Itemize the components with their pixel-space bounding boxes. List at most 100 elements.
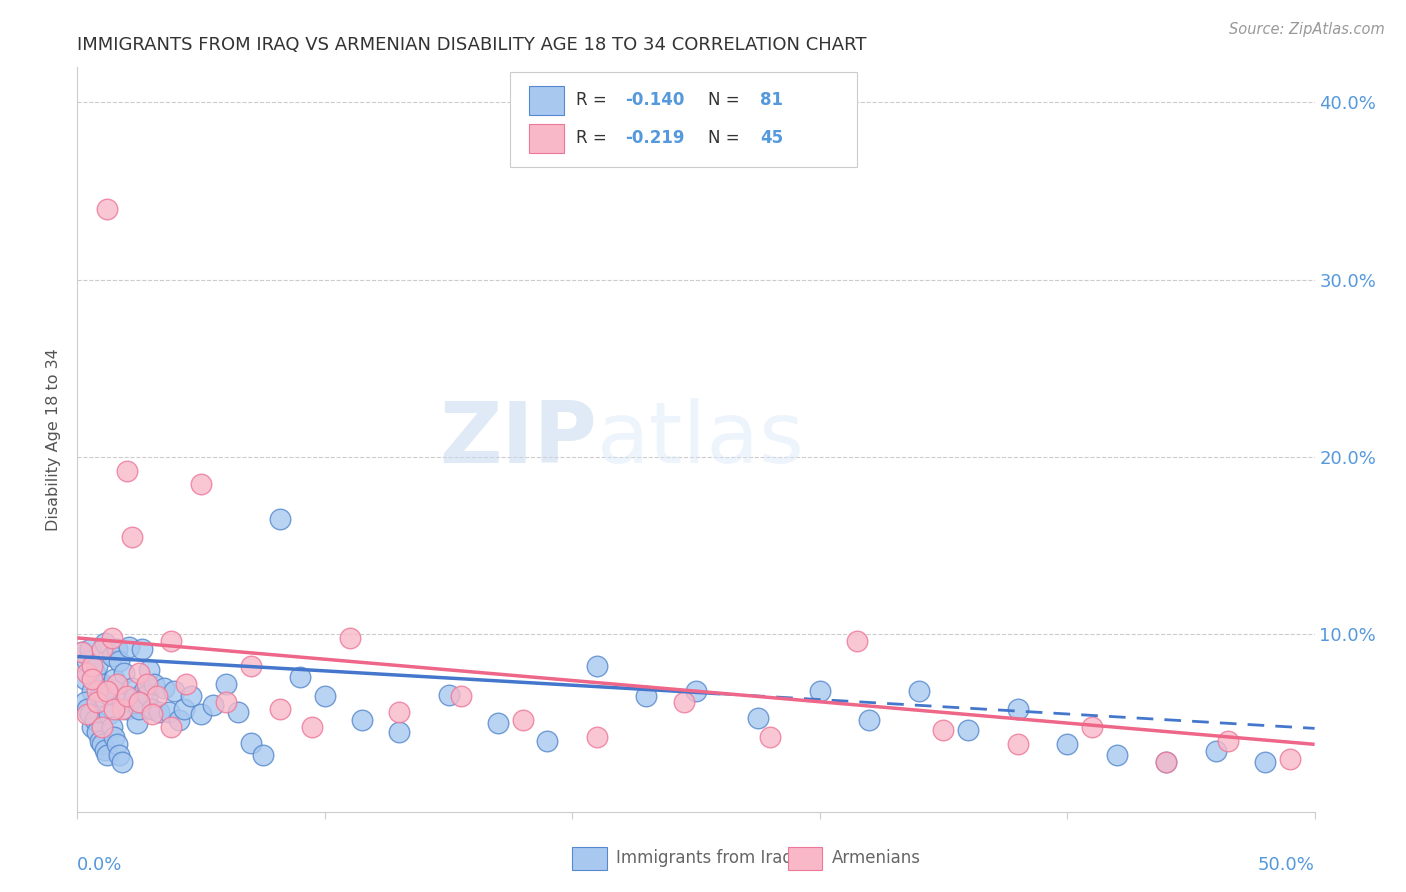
Point <box>486 716 509 731</box>
Point <box>89 733 111 747</box>
Point <box>636 690 658 704</box>
Point <box>115 464 138 478</box>
Point <box>128 695 150 709</box>
Text: 45: 45 <box>761 129 783 147</box>
Point <box>86 684 108 698</box>
Point <box>808 684 831 698</box>
Point <box>125 716 148 731</box>
Point <box>450 690 472 704</box>
Point <box>239 735 262 749</box>
Point <box>103 672 125 686</box>
Point <box>72 645 94 659</box>
Text: IMMIGRANTS FROM IRAQ VS ARMENIAN DISABILITY AGE 18 TO 34 CORRELATION CHART: IMMIGRANTS FROM IRAQ VS ARMENIAN DISABIL… <box>77 37 868 54</box>
Point <box>96 202 118 216</box>
Point <box>148 706 170 720</box>
Point <box>82 672 104 686</box>
Point <box>1081 720 1104 734</box>
Point <box>138 663 160 677</box>
Point <box>288 670 311 684</box>
Point <box>98 688 121 702</box>
Point <box>111 702 134 716</box>
Point <box>388 706 411 720</box>
Point <box>76 702 98 716</box>
Point <box>103 702 125 716</box>
Point <box>163 684 186 698</box>
Text: 0.0%: 0.0% <box>77 856 122 874</box>
Point <box>314 690 336 704</box>
Point <box>339 631 361 645</box>
Point <box>91 737 114 751</box>
Point <box>536 733 558 747</box>
Point <box>86 659 108 673</box>
Text: 81: 81 <box>761 91 783 109</box>
Point <box>86 725 108 739</box>
Point <box>93 636 115 650</box>
Point <box>105 641 128 656</box>
Point <box>79 707 101 722</box>
Bar <box>572 847 607 870</box>
Point <box>121 530 143 544</box>
Point <box>128 666 150 681</box>
Text: R =: R = <box>576 91 612 109</box>
Point <box>350 713 373 727</box>
Point <box>112 666 135 681</box>
Point <box>173 702 195 716</box>
Point <box>115 702 138 716</box>
Point <box>174 677 197 691</box>
Point <box>145 690 167 704</box>
Point <box>82 684 104 698</box>
Point <box>76 654 98 668</box>
Point <box>907 684 929 698</box>
Point <box>103 730 125 744</box>
Y-axis label: Disability Age 18 to 34: Disability Age 18 to 34 <box>46 348 62 531</box>
Point <box>202 698 225 713</box>
Point <box>388 725 411 739</box>
Point <box>128 702 150 716</box>
Point <box>215 677 238 691</box>
Point <box>437 688 460 702</box>
Point <box>252 747 274 762</box>
Point <box>180 690 202 704</box>
Point <box>1254 755 1277 769</box>
Point <box>115 690 138 704</box>
Point <box>135 677 157 691</box>
Text: N =: N = <box>709 129 745 147</box>
Point <box>858 713 880 727</box>
FancyBboxPatch shape <box>510 72 856 168</box>
Text: atlas: atlas <box>598 398 806 481</box>
Point <box>672 695 695 709</box>
Point <box>82 659 104 673</box>
Point <box>239 659 262 673</box>
Text: Armenians: Armenians <box>832 849 921 867</box>
Point <box>96 684 118 698</box>
Point <box>121 681 143 695</box>
Point <box>1007 702 1029 716</box>
Point <box>512 713 534 727</box>
Point <box>143 677 166 691</box>
Point <box>111 755 134 769</box>
Point <box>153 681 176 695</box>
Text: -0.140: -0.140 <box>626 91 685 109</box>
Point <box>269 512 291 526</box>
Point <box>98 707 121 722</box>
Point <box>108 654 131 668</box>
Bar <box>529 86 564 115</box>
Bar <box>529 123 564 153</box>
Text: -0.219: -0.219 <box>626 129 685 147</box>
Point <box>76 666 98 681</box>
Point <box>1216 733 1239 747</box>
Point <box>160 720 183 734</box>
Point <box>72 645 94 659</box>
Point <box>269 702 291 716</box>
Text: ZIP: ZIP <box>439 398 598 481</box>
Point <box>108 747 131 762</box>
Point <box>83 666 105 681</box>
Point <box>96 681 118 695</box>
Point <box>586 659 609 673</box>
Point <box>932 723 955 738</box>
Point <box>759 730 782 744</box>
Point <box>73 695 96 709</box>
Point <box>685 684 707 698</box>
Text: Immigrants from Iraq: Immigrants from Iraq <box>616 849 793 867</box>
Point <box>1007 737 1029 751</box>
